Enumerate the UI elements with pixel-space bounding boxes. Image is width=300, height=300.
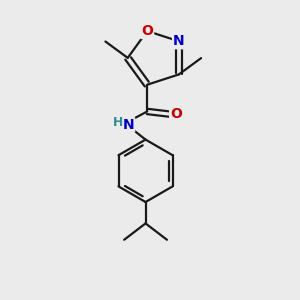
Text: O: O bbox=[141, 24, 153, 38]
Text: O: O bbox=[170, 107, 182, 122]
Text: H: H bbox=[113, 116, 124, 129]
Text: N: N bbox=[123, 118, 135, 132]
Text: N: N bbox=[173, 34, 184, 48]
